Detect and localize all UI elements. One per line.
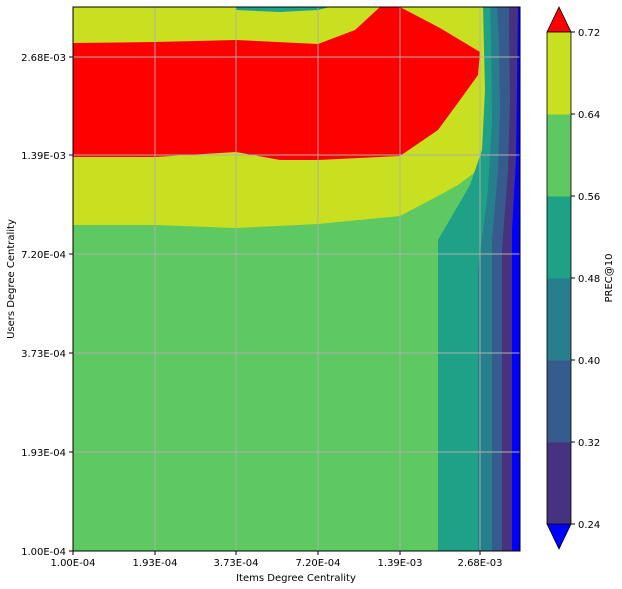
colorbar-tick-label: 0.56 [578, 192, 600, 203]
colorbar-tick-label: 0.72 [578, 28, 600, 39]
colorbar-label: PREC@10 [604, 253, 615, 302]
x-tick-label: 1.00E-04 [51, 558, 96, 569]
x-axis-label: Items Degree Centrality [236, 573, 356, 584]
y-tick-label: 7.20E-04 [21, 250, 66, 261]
colorbar-segment [547, 278, 571, 361]
contour-plot [73, 7, 520, 551]
colorbar-segment [547, 32, 571, 115]
x-tick-label: 3.73E-04 [214, 558, 259, 569]
colorbar-tick-label: 0.64 [578, 110, 600, 121]
region-teal-top [236, 7, 330, 12]
region-blue-under [512, 7, 520, 551]
region-red [73, 7, 480, 160]
colorbar-segment [547, 196, 571, 279]
x-tick-label: 2.68E-03 [458, 558, 503, 569]
colorbar-over-triangle [546, 6, 572, 33]
colorbar-tick-label: 0.32 [578, 438, 600, 449]
y-tick-label: 1.00E-04 [21, 547, 66, 558]
colorbar-segment [547, 360, 571, 443]
x-tick-label: 7.20E-04 [296, 558, 341, 569]
y-tick-label: 1.39E-03 [21, 151, 66, 162]
colorbar-tick-label: 0.48 [578, 274, 600, 285]
grid [73, 7, 520, 551]
y-axis: 1.00E-04 1.93E-04 3.73E-04 7.20E-04 1.39… [6, 53, 73, 558]
x-axis: 1.00E-04 1.93E-04 3.73E-04 7.20E-04 1.39… [51, 551, 503, 584]
y-tick-label: 1.93E-04 [21, 448, 66, 459]
x-tick-label: 1.39E-03 [378, 558, 423, 569]
y-tick-label: 2.68E-03 [21, 53, 66, 64]
x-tick-label: 1.93E-04 [133, 558, 178, 569]
y-tick-label: 3.73E-04 [21, 349, 66, 360]
colorbar-under-triangle [546, 523, 572, 550]
colorbar-segment [547, 114, 571, 197]
colorbar-tick-label: 0.40 [578, 356, 600, 367]
colorbar-segment [547, 442, 571, 525]
colorbar-tick-label: 0.24 [578, 520, 600, 531]
colorbar: PREC@10 0.24 0.32 0.40 0.48 0.56 0.64 0.72 [546, 6, 615, 550]
plot-frame [72, 6, 521, 552]
y-axis-label: Users Degree Centrality [6, 219, 17, 339]
